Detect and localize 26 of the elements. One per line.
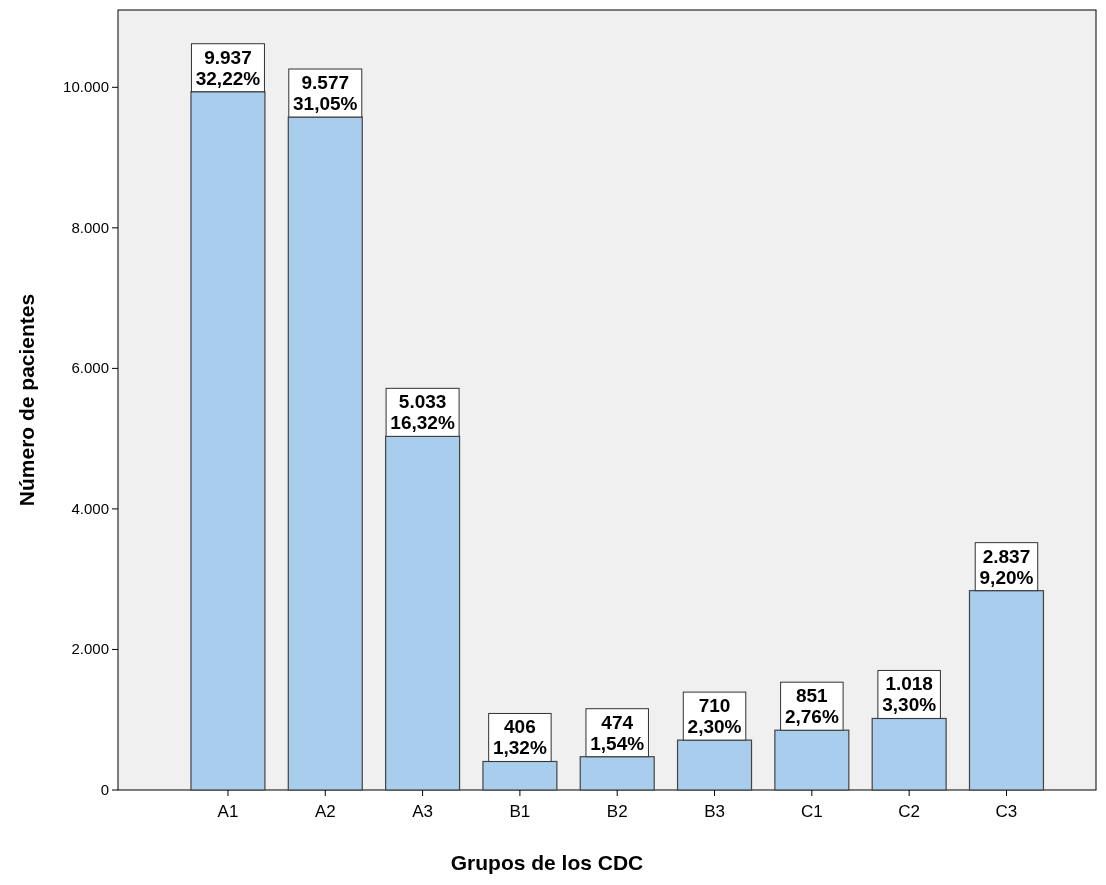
data-label: 2.837 9,20% [979,545,1034,588]
x-tick-label: B3 [704,802,725,821]
x-axis-title: Grupos de los CDC [450,851,644,874]
data-label: 851 2,76% [784,685,839,728]
data-label: 474 1,54% [590,711,645,754]
data-label: 9.937 32,22% [195,46,261,89]
data-label: 5.033 16,32% [390,391,455,434]
y-axis-title: Número de pacientes [15,293,38,507]
y-tick-label: 8.000 [71,218,109,236]
y-tick-label: 4.000 [71,499,109,517]
y-tick-label: 10.000 [63,78,109,96]
data-label: 9.577 31,05% [293,72,358,115]
y-tick-label: 0 [100,781,109,798]
y-tick-label: 2.000 [71,640,109,658]
x-tick-label: A2 [314,802,336,821]
data-label: 406 1,32% [492,716,547,759]
data-label: 1.018 3,30% [882,673,937,716]
data-label: 710 2,30% [687,695,742,738]
x-tick-label: A3 [412,802,433,821]
x-tick-label: C1 [800,802,823,821]
x-tick-label: B1 [509,802,531,821]
x-tick-label: C3 [995,802,1018,821]
x-tick-label: A1 [217,802,239,821]
y-tick-label: 6.000 [71,359,109,377]
x-tick-label: C2 [898,802,921,821]
x-tick-label: B2 [606,802,628,821]
